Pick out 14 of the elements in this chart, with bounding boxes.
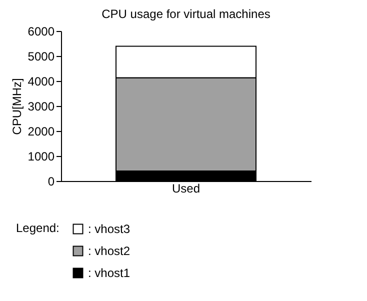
y-tick-label: 4000 bbox=[28, 74, 55, 88]
legend-label: : vhost3 bbox=[88, 222, 130, 236]
y-tick-label: 2000 bbox=[28, 124, 55, 138]
legend-label: : vhost1 bbox=[88, 266, 130, 280]
legend-title: Legend: bbox=[16, 221, 60, 235]
chart-title: CPU usage for virtual machines bbox=[102, 7, 270, 21]
y-axis-title: CPU[MHz] bbox=[10, 78, 24, 135]
y-tick-label: 0 bbox=[48, 174, 55, 188]
legend-label: : vhost2 bbox=[88, 244, 130, 258]
x-tick-label: Used bbox=[172, 182, 200, 196]
y-tick-label: 3000 bbox=[28, 100, 55, 114]
y-tick-label: 1000 bbox=[28, 150, 55, 164]
y-tick-label: 6000 bbox=[28, 24, 55, 38]
y-tick-label: 5000 bbox=[28, 50, 55, 64]
